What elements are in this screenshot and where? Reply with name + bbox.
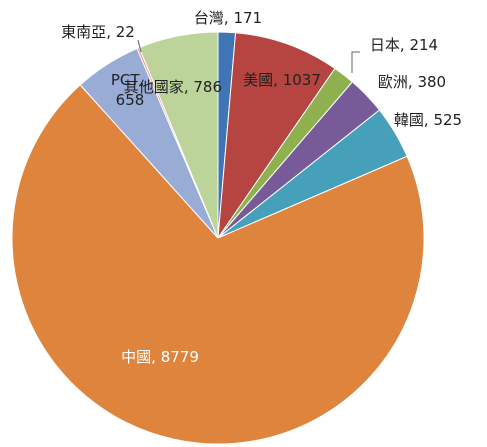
pie-slice — [11, 84, 425, 445]
label-category: 東南亞 — [61, 23, 106, 41]
pie-slice — [138, 31, 219, 239]
slice-label: 美國, 1037 — [243, 71, 321, 89]
pie-slice — [217, 32, 336, 240]
label-category: 台灣 — [194, 9, 224, 27]
slice-label: 歐洲, 380 — [378, 73, 446, 91]
label-separator: , — [224, 9, 234, 27]
label-value: 1037 — [283, 71, 321, 89]
slice-label: PCT, 658 — [111, 71, 149, 109]
label-category: 日本 — [370, 36, 400, 54]
label-separator: , — [140, 71, 150, 89]
label-value: 214 — [409, 36, 438, 54]
label-category: 美國 — [243, 71, 273, 89]
label-separator: , — [400, 36, 410, 54]
label-separator: , — [106, 23, 116, 41]
label-separator: , — [184, 78, 194, 96]
slice-label: 東南亞, 22 — [61, 23, 135, 41]
leader-line — [351, 51, 360, 73]
label-value: 525 — [433, 111, 462, 129]
slice-label: 中國, 8779 — [121, 348, 199, 366]
slice-label: 其他國家, 786 — [124, 78, 222, 96]
label-value: 22 — [116, 23, 135, 41]
label-separator: , — [424, 111, 434, 129]
slice-label: 台灣, 171 — [194, 9, 262, 27]
label-category: 其他國家 — [124, 78, 184, 96]
label-value: 8779 — [161, 348, 199, 366]
label-value: 658 — [116, 91, 145, 109]
label-value: 171 — [233, 9, 262, 27]
label-category: 韓國 — [394, 111, 424, 129]
label-category: PCT — [111, 71, 141, 89]
label-separator: , — [151, 348, 161, 366]
slice-label: 韓國, 525 — [394, 111, 462, 129]
slices — [11, 31, 425, 445]
label-separator: , — [273, 71, 283, 89]
label-value: 786 — [193, 78, 222, 96]
slice-label: 日本, 214 — [370, 36, 438, 54]
label-separator: , — [408, 73, 418, 91]
label-value: 380 — [417, 73, 446, 91]
label-category: 中國 — [121, 348, 151, 366]
label-category: 歐洲 — [378, 73, 408, 91]
leader-line — [137, 39, 142, 53]
